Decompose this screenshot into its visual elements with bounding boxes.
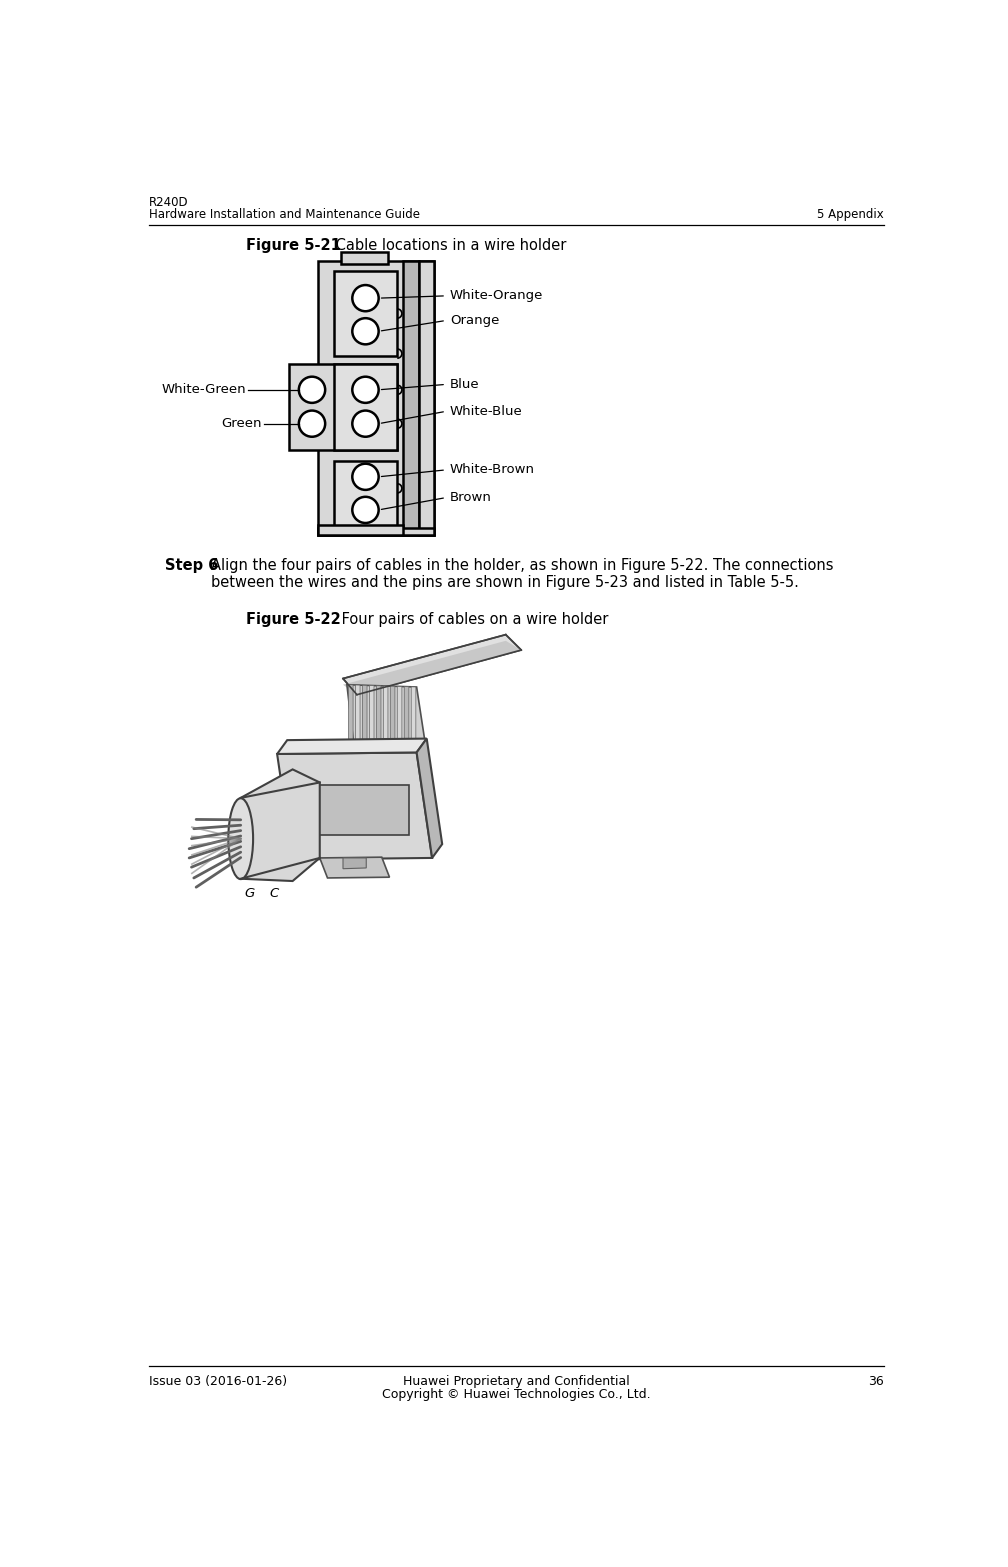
Text: Step 6: Step 6 [164,558,218,572]
Circle shape [298,376,326,403]
Bar [319,262,434,534]
Circle shape [353,376,379,403]
Bar [288,364,397,450]
Polygon shape [416,738,443,859]
Bar [319,528,434,534]
Polygon shape [241,769,320,881]
Text: Orange: Orange [450,313,499,328]
Polygon shape [320,857,389,878]
Polygon shape [347,685,429,773]
Polygon shape [277,752,432,859]
Circle shape [353,318,379,345]
Text: C: C [269,887,278,899]
Polygon shape [277,738,426,754]
Text: G: G [245,887,255,899]
Polygon shape [390,686,395,773]
Text: 5 Appendix: 5 Appendix [817,208,884,221]
Text: R240D: R240D [149,196,188,208]
Text: White-Orange: White-Orange [450,290,543,302]
Text: Green: Green [221,417,262,431]
Circle shape [298,411,326,437]
Text: Cable locations in a wire holder: Cable locations in a wire holder [332,238,566,254]
Polygon shape [343,635,521,694]
Polygon shape [411,686,416,773]
Polygon shape [356,685,360,773]
Text: Issue 03 (2016-01-26): Issue 03 (2016-01-26) [149,1376,287,1388]
Polygon shape [362,685,367,773]
Polygon shape [376,686,381,773]
Text: White-Brown: White-Brown [450,464,535,476]
Text: Align the four pairs of cables in the holder, as shown in Figure 5-22. The conne: Align the four pairs of cables in the ho… [212,558,834,591]
Bar [296,785,409,835]
Bar [319,525,403,534]
Ellipse shape [228,798,253,879]
Text: Blue: Blue [450,378,480,390]
Text: Brown: Brown [450,490,492,505]
Text: 36: 36 [868,1376,884,1388]
Text: Huawei Proprietary and Confidential: Huawei Proprietary and Confidential [403,1376,630,1388]
Bar [334,461,397,530]
Circle shape [353,464,379,490]
Bar [342,252,388,263]
Circle shape [353,497,379,523]
Polygon shape [397,686,402,773]
Text: White-Blue: White-Blue [450,404,523,418]
Circle shape [353,285,379,312]
Bar [403,262,419,534]
Text: Copyright © Huawei Technologies Co., Ltd.: Copyright © Huawei Technologies Co., Ltd… [382,1388,651,1401]
Text: Figure 5-21: Figure 5-21 [246,238,341,254]
Bar [334,271,397,356]
Polygon shape [349,685,353,771]
Bar [419,262,434,534]
Text: Figure 5-22: Figure 5-22 [246,611,341,627]
Polygon shape [404,686,409,773]
Polygon shape [343,641,521,694]
Text: Hardware Installation and Maintenance Guide: Hardware Installation and Maintenance Gu… [149,208,420,221]
Polygon shape [343,859,366,868]
Text: Four pairs of cables on a wire holder: Four pairs of cables on a wire holder [337,611,608,627]
Polygon shape [369,685,374,773]
Text: White-Green: White-Green [161,384,246,396]
Circle shape [353,411,379,437]
Bar [334,364,397,450]
Polygon shape [383,686,388,773]
